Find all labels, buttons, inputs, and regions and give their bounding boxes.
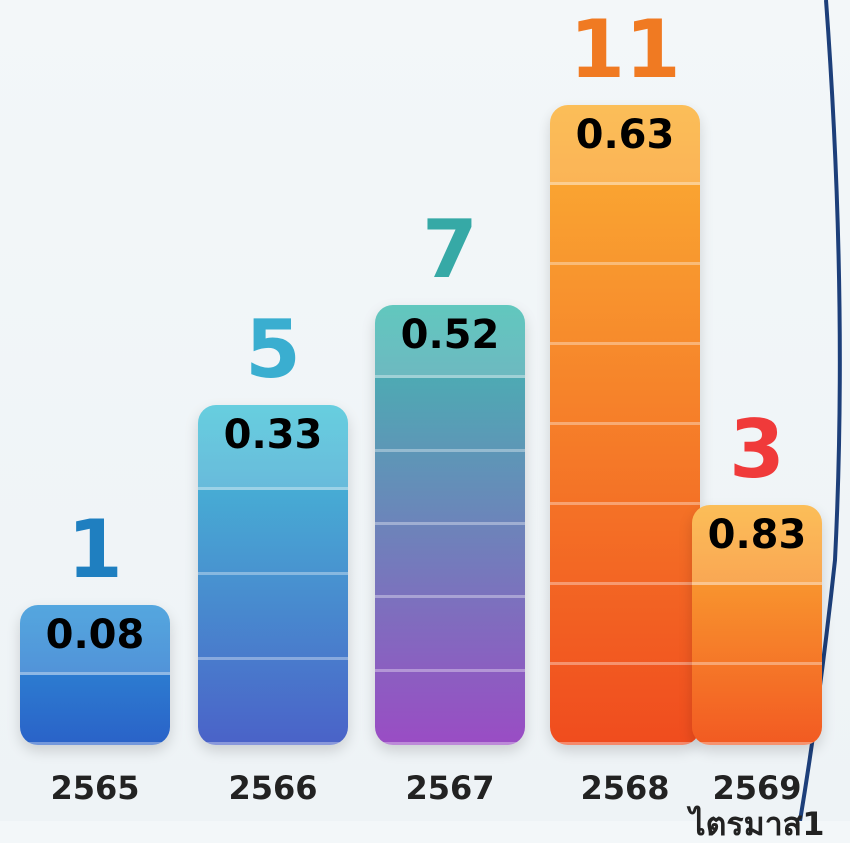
- count-label: 3: [729, 403, 785, 496]
- value-label: 0.33: [223, 412, 323, 458]
- cube: [375, 452, 525, 525]
- x-tick-label: 2566: [228, 769, 318, 807]
- cube: [198, 575, 348, 660]
- bar: [20, 605, 170, 745]
- x-tick-label: 2569 ไตรมาส1: [689, 769, 825, 843]
- cube: [550, 265, 700, 345]
- x-tick-label: 2567: [405, 769, 495, 807]
- cube: [550, 585, 700, 665]
- cube: [550, 665, 700, 745]
- value-label: 0.52: [400, 312, 500, 358]
- value-label: 0.63: [575, 112, 675, 158]
- cube: [692, 585, 822, 665]
- cube: [198, 660, 348, 745]
- count-label: 7: [422, 203, 478, 296]
- cube: [692, 665, 822, 745]
- x-tick-label: 2565: [50, 769, 140, 807]
- bar: [692, 505, 822, 745]
- cube: [375, 305, 525, 379]
- cube: [20, 605, 170, 675]
- cube: [375, 378, 525, 452]
- bar: [198, 405, 348, 745]
- cube: [20, 675, 170, 745]
- cube: [375, 598, 525, 672]
- cube: [550, 505, 700, 585]
- cube: [550, 345, 700, 425]
- cube: [198, 405, 348, 490]
- bar: [550, 105, 700, 745]
- cube: [375, 672, 525, 745]
- count-label: 1: [67, 503, 123, 596]
- cube: [692, 505, 822, 585]
- cube: [550, 105, 700, 185]
- count-label: 11: [569, 3, 681, 96]
- cube: [375, 525, 525, 599]
- cube: [550, 185, 700, 265]
- bar: [375, 305, 525, 745]
- cube: [198, 490, 348, 575]
- value-label: 0.83: [707, 512, 807, 558]
- cube: [550, 425, 700, 505]
- x-tick-label: 2568: [580, 769, 670, 807]
- count-label: 5: [245, 303, 301, 396]
- value-label: 0.08: [45, 612, 145, 658]
